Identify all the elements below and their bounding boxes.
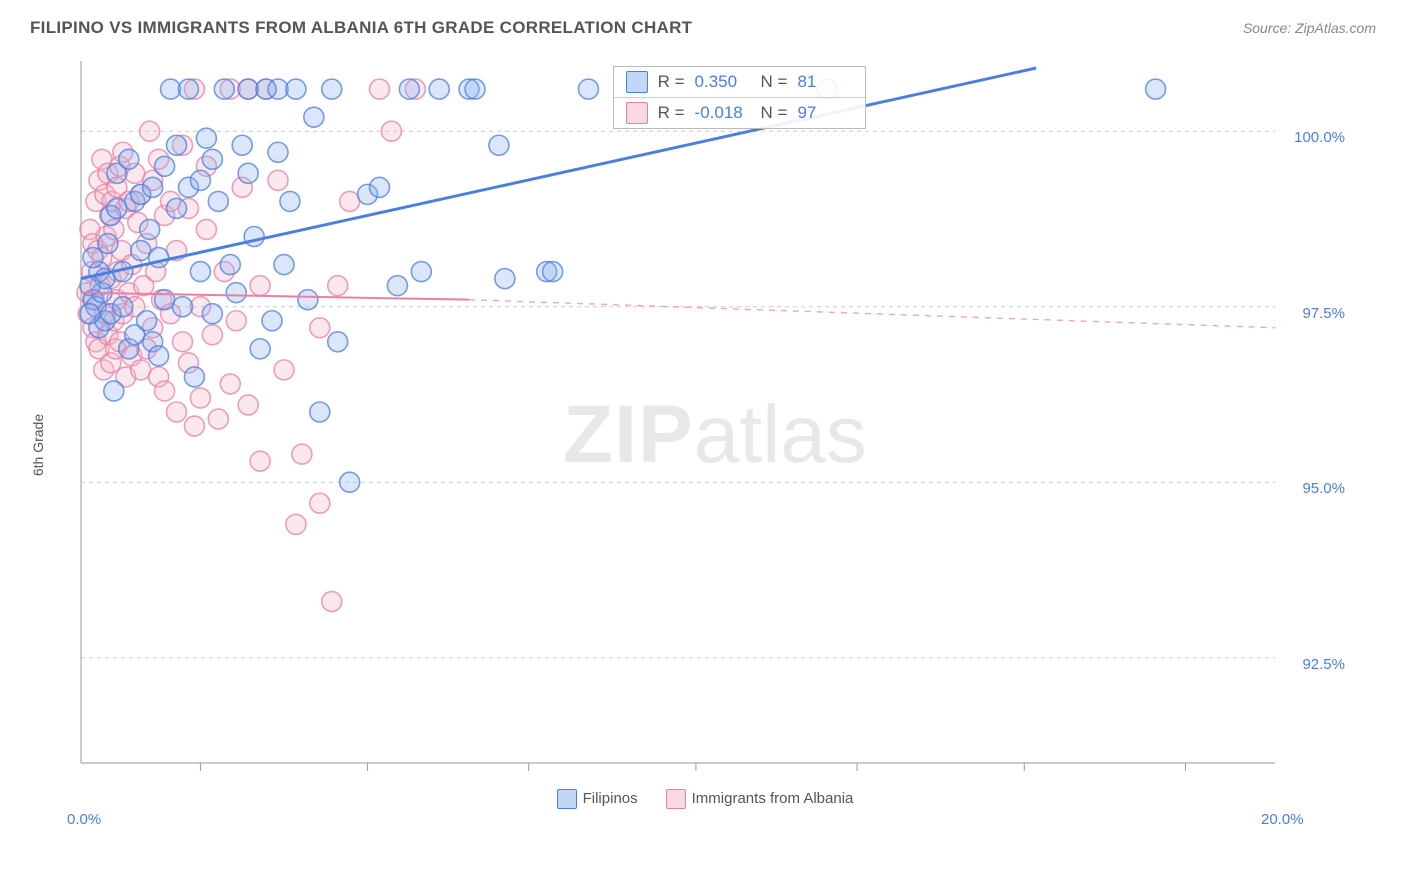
x-tick: 0.0% [67,811,101,828]
y-tick-labels: 92.5% 95.0% 97.5% 100.0% [1283,55,1353,815]
legend-item: Immigrants from Albania [666,789,854,809]
y-tick: 100.0% [1294,129,1345,146]
y-tick: 92.5% [1302,656,1345,673]
source-label: Source: ZipAtlas.com [1243,20,1376,36]
chart-container: 6th Grade ZIPatlas R = 0.350 N = 81 R = … [30,55,1380,835]
x-tick: 20.0% [1261,811,1304,828]
bottom-legend: Filipinos Immigrants from Albania [30,789,1380,809]
stats-legend-box: R = 0.350 N = 81 R = -0.018 N = 97 [613,66,867,129]
chart-title: FILIPINO VS IMMIGRANTS FROM ALBANIA 6TH … [30,18,692,38]
stats-row: R = -0.018 N = 97 [614,98,866,128]
plot-area: ZIPatlas R = 0.350 N = 81 R = -0.018 N =… [75,55,1355,815]
x-tick-labels: 0.0%20.0% [75,811,1355,833]
legend-item: Filipinos [557,789,638,809]
y-axis-label: 6th Grade [30,414,46,476]
stats-row: R = 0.350 N = 81 [614,67,866,98]
y-tick: 97.5% [1302,305,1345,322]
y-tick: 95.0% [1302,480,1345,497]
